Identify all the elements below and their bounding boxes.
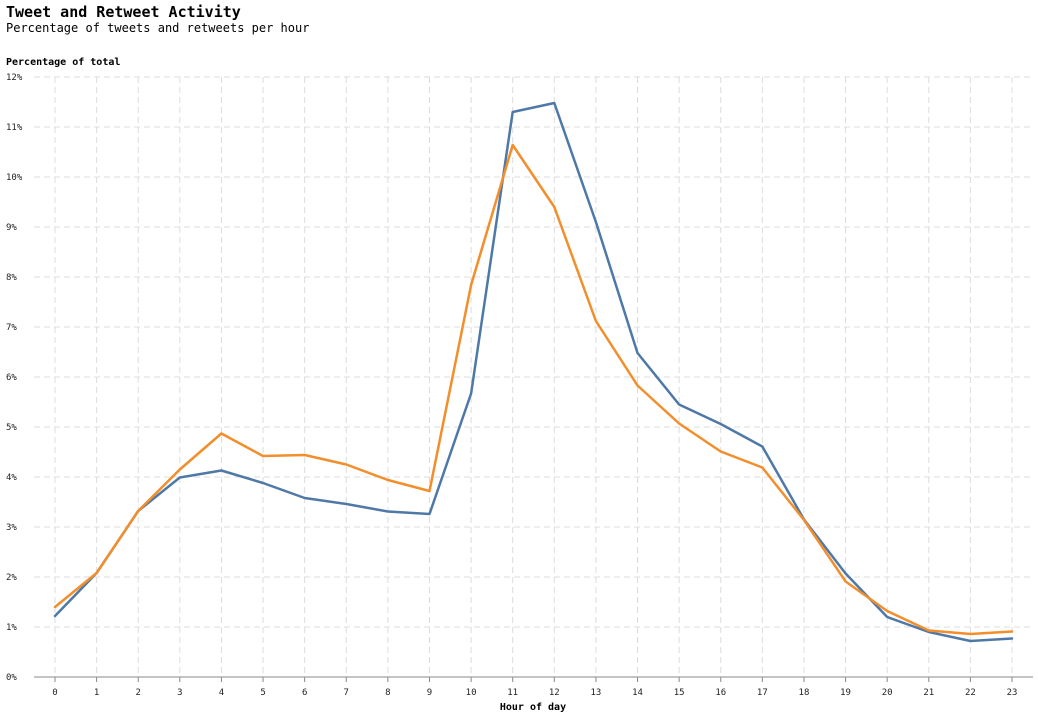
x-tick-label: 14 xyxy=(632,688,643,698)
y-tick-label: 1% xyxy=(6,623,17,633)
x-tick-label: 6 xyxy=(302,688,307,698)
x-tick-label: 16 xyxy=(715,688,726,698)
x-tick-label: 10 xyxy=(466,688,477,698)
x-tick-label: 4 xyxy=(219,688,224,698)
y-tick-label: 8% xyxy=(6,273,17,283)
grid-lines xyxy=(34,76,1033,677)
series-1-line xyxy=(53,143,1014,636)
x-tick-label: 13 xyxy=(590,688,601,698)
x-tick-label: 15 xyxy=(674,688,685,698)
x-tick-label: 11 xyxy=(507,688,518,698)
y-tick-label: 2% xyxy=(6,573,17,583)
x-tick-label: 8 xyxy=(385,688,390,698)
x-tick-label: 20 xyxy=(882,688,893,698)
x-tick-label: 17 xyxy=(757,688,768,698)
x-tick-label: 5 xyxy=(260,688,265,698)
x-tick-label: 1 xyxy=(94,688,99,698)
x-tick-label: 12 xyxy=(549,688,560,698)
x-tick-label: 22 xyxy=(965,688,976,698)
axes: 0%1%2%3%4%5%6%7%8%9%10%11%12%0 1 2 3 4 5 6 7 8 9 1… xyxy=(6,73,1033,698)
series-0-line xyxy=(53,101,1014,643)
y-axis-title: Percentage of total xyxy=(6,57,120,68)
chart-subtitle: Percentage of tweets and retweets per ho… xyxy=(6,21,310,35)
x-tick-label: 9 xyxy=(427,688,432,698)
x-tick-label: 21 xyxy=(923,688,934,698)
y-tick-label: 12% xyxy=(6,73,23,83)
y-tick-label: 11% xyxy=(6,123,23,133)
x-tick-label: 19 xyxy=(840,688,851,698)
x-axis-title: Hour of day xyxy=(500,702,566,713)
series-lines xyxy=(53,101,1014,643)
x-tick-label: 18 xyxy=(799,688,810,698)
y-tick-label: 4% xyxy=(6,473,17,483)
y-tick-label: 0% xyxy=(6,673,17,683)
x-tick-label: 23 xyxy=(1007,688,1018,698)
x-tick-label: 2 xyxy=(136,688,141,698)
y-tick-label: 6% xyxy=(6,373,17,383)
chart-title: Tweet and Retweet Activity xyxy=(6,3,241,21)
y-tick-label: 3% xyxy=(6,523,17,533)
y-tick-label: 7% xyxy=(6,323,17,333)
x-tick-label: 0 xyxy=(52,688,57,698)
x-tick-label: 3 xyxy=(177,688,182,698)
y-tick-label: 10% xyxy=(6,173,23,183)
x-tick-label: 7 xyxy=(344,688,349,698)
y-tick-label: 5% xyxy=(6,423,17,433)
y-tick-label: 9% xyxy=(6,223,17,233)
